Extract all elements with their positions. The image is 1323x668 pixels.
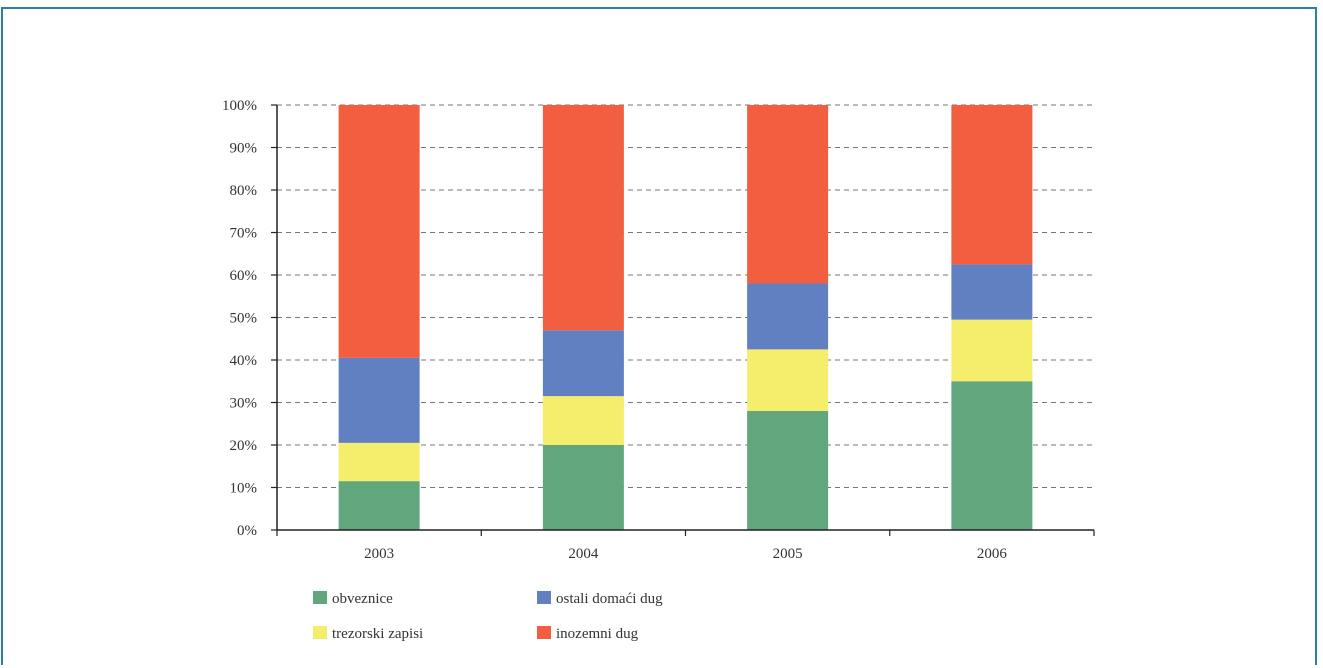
y-tick-labels: 0% 10% 20% 30% 40% 50% 60% 70% 80% 90% 100% (222, 98, 257, 539)
legend-label: obveznice (332, 591, 393, 607)
y-tick-label: 60% (230, 268, 258, 284)
y-tick-label: 30% (230, 396, 258, 412)
y-tick-label: 80% (230, 183, 258, 199)
legend: obveznice trezorski zapisi ostali domaći d… (313, 591, 663, 642)
bar-segment-inozemni-dug-2005 (747, 105, 829, 284)
legend-swatch (537, 626, 551, 639)
bar-segment-inozemni-dug-2006 (951, 105, 1033, 265)
legend-label: inozemni dug (556, 626, 639, 642)
bar-segment-obveznice-2003 (338, 481, 420, 530)
legend-swatch (313, 591, 327, 604)
bar-segment-ostali-domaći-dug-2006 (951, 264, 1033, 320)
legend-label: ostali domaći dug (556, 591, 663, 607)
bar-segment-obveznice-2006 (951, 381, 1033, 530)
y-tick-label: 90% (230, 141, 258, 157)
bar-segment-trezorski-zapisi-2003 (338, 442, 420, 482)
bar-segment-trezorski-zapisi-2006 (951, 319, 1033, 382)
legend-label: trezorski zapisi (332, 626, 423, 642)
bar-segment-ostali-domaći-dug-2003 (338, 357, 420, 443)
bars (338, 105, 1033, 530)
bar-segment-ostali-domaći-dug-2005 (747, 283, 829, 350)
y-tick-label: 10% (230, 481, 258, 497)
y-tick-label: 50% (230, 311, 258, 327)
bar-segment-obveznice-2005 (747, 411, 829, 530)
x-tick-label: 2004 (568, 546, 599, 562)
y-tick-label: 0% (237, 523, 257, 539)
bar-segment-trezorski-zapisi-2004 (542, 396, 624, 445)
x-tick-label: 2006 (977, 546, 1008, 562)
axes (271, 104, 1095, 536)
chart-frame (1, 7, 1317, 665)
bar-segment-inozemni-dug-2004 (542, 105, 624, 331)
legend-swatch (537, 591, 551, 604)
x-tick-labels: 2003 2004 2005 2006 (364, 546, 1007, 562)
y-tick-label: 40% (230, 353, 258, 369)
bar-segment-inozemni-dug-2003 (338, 105, 420, 358)
x-tick-label: 2005 (773, 546, 803, 562)
bar-segment-trezorski-zapisi-2005 (747, 349, 829, 411)
bar-segment-ostali-domaći-dug-2004 (542, 330, 624, 397)
legend-swatch (313, 626, 327, 639)
bar-segment-obveznice-2004 (542, 445, 624, 530)
y-tick-label: 70% (230, 226, 258, 242)
y-tick-label: 100% (222, 98, 257, 114)
x-tick-label: 2003 (364, 546, 394, 562)
y-tick-label: 20% (230, 438, 258, 454)
